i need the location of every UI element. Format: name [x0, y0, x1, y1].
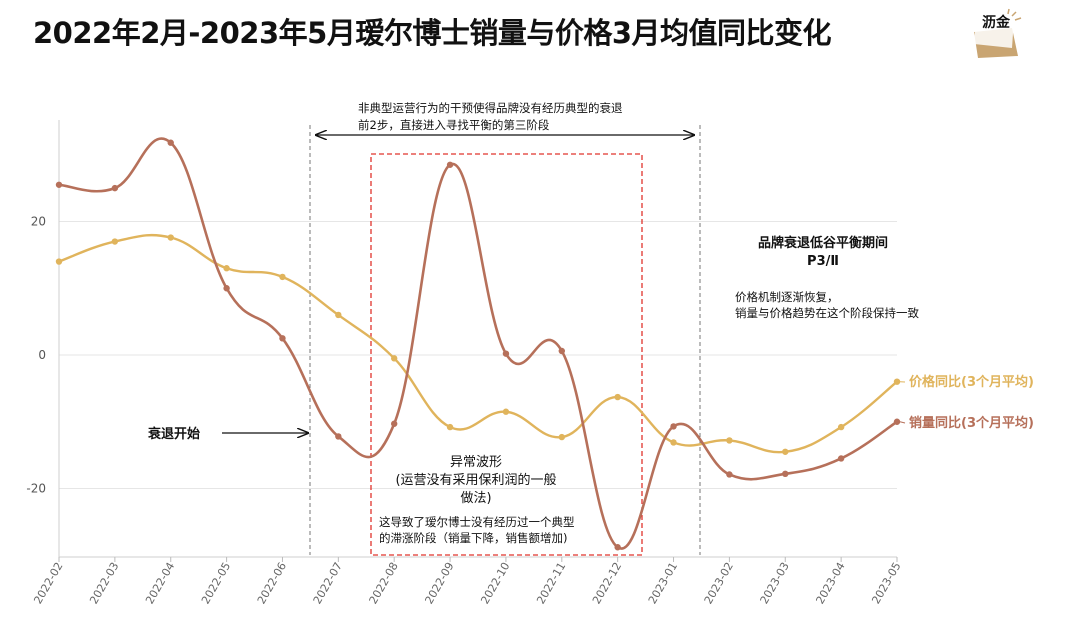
y-tick-label: 20 — [31, 215, 46, 229]
abnormal-sub-line2: 的滞涨阶段（销量下降，销售额增加) — [379, 531, 568, 545]
x-tick-label: 2022-05 — [199, 560, 233, 606]
decline-start-label: 衰退开始 — [147, 426, 200, 442]
logo-text: 沥金 — [982, 15, 1010, 31]
data-point — [670, 439, 677, 446]
data-point — [279, 335, 286, 342]
data-point — [670, 423, 677, 430]
series-line-0 — [58, 233, 898, 454]
x-tick-label: 2022-04 — [143, 560, 177, 606]
data-point — [391, 420, 398, 427]
logo: 沥金 — [968, 8, 1024, 60]
x-tick-label: 2022-12 — [590, 560, 624, 606]
top-arrow-note-line1: 非典型运营行为的干预使得品牌没有经历典型的衰退 — [358, 101, 623, 115]
data-point — [502, 350, 510, 357]
x-tick-label: 2022-02 — [31, 560, 65, 606]
x-tick-label: 2022-10 — [478, 560, 512, 606]
data-point — [726, 437, 733, 444]
x-tick-label: 2023-02 — [702, 560, 736, 606]
abnormal-sub-line1: 这导致了瑷尔博士没有经历过一个典型 — [379, 515, 575, 529]
data-point — [837, 455, 845, 462]
phase-title-line1: 品牌衰退低谷平衡期间 — [758, 235, 888, 251]
legend-layer: 价格同比(3个月平均) 销量同比(3个月平均) — [899, 374, 1034, 431]
series-layer — [55, 137, 901, 551]
data-point — [167, 139, 174, 146]
data-point — [614, 544, 621, 551]
data-point — [446, 161, 454, 168]
legend-label: 价格同比(3个月平均) — [909, 374, 1034, 390]
x-tick-label: 2023-04 — [813, 560, 847, 606]
phase-title-line2: P3/Ⅱ — [807, 254, 839, 269]
data-point — [446, 423, 454, 431]
data-point — [111, 238, 119, 245]
phase-desc-line2: 销量与价格趋势在这个阶段保持一致 — [735, 306, 919, 320]
data-point — [558, 433, 565, 441]
series-line-1 — [58, 137, 898, 550]
data-point — [558, 347, 565, 355]
top-arrow-note-line2: 前2步，直接进入寻找平衡的第三阶段 — [358, 118, 550, 132]
x-tick-label: 2022-03 — [87, 560, 121, 606]
data-point — [55, 258, 63, 265]
logo-shape-icon — [974, 8, 1022, 58]
data-point — [111, 184, 119, 192]
data-point — [893, 378, 901, 385]
x-tick-label: 2023-05 — [869, 560, 903, 606]
data-point — [837, 423, 845, 431]
data-point — [223, 265, 230, 272]
data-point — [223, 285, 230, 292]
data-point — [335, 433, 342, 440]
abnormal-desc-line1: (运营没有采用保利润的一般 — [395, 472, 556, 488]
x-tick-label: 2022-09 — [422, 560, 456, 606]
x-tick-label: 2023-03 — [758, 560, 792, 606]
abnormal-desc-line2: 做法) — [460, 491, 491, 506]
y-tick-label: 0 — [38, 348, 46, 362]
page-title: 2022年2月-2023年5月瑷尔博士销量与价格3月均值同比变化 — [33, 16, 832, 50]
phase-desc-line1: 价格机制逐渐恢复， — [735, 290, 839, 304]
x-tick-label: 2022-11 — [534, 560, 568, 606]
abnormal-title: 异常波形 — [450, 455, 502, 470]
data-point — [502, 408, 510, 415]
data-point — [782, 448, 789, 455]
x-tick-label: 2023-01 — [646, 560, 680, 606]
data-point — [614, 393, 621, 401]
data-point — [335, 311, 342, 319]
data-point — [782, 470, 789, 478]
legend-leader — [899, 421, 906, 424]
y-tick-label: -20 — [26, 482, 46, 496]
data-point — [391, 355, 398, 362]
data-point — [893, 418, 901, 425]
legend-label: 销量同比(3个月平均) — [909, 415, 1034, 431]
data-point — [167, 234, 174, 241]
x-tick-label: 2022-08 — [367, 560, 401, 606]
data-point — [55, 181, 63, 188]
data-point — [279, 273, 286, 281]
data-point — [726, 471, 733, 478]
x-tick-label: 2022-06 — [255, 560, 289, 606]
x-tick-label: 2022-07 — [311, 560, 345, 606]
grid-layer — [59, 221, 897, 489]
